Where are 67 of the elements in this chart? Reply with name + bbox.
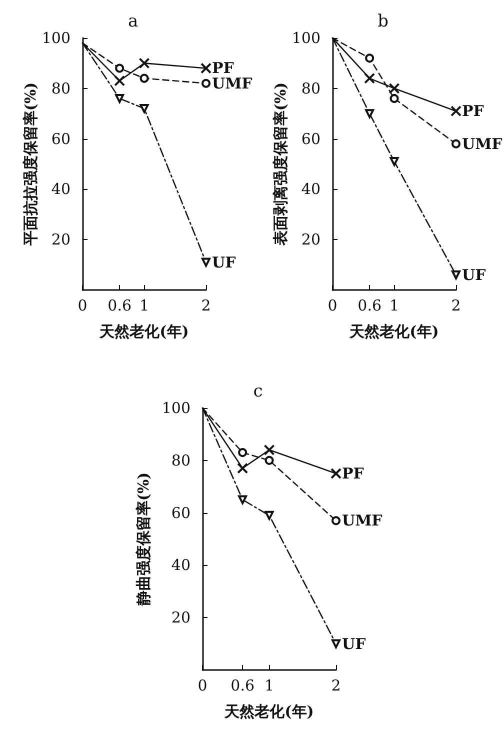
y-axis-title: 静曲强度保留率(%): [134, 472, 152, 607]
y-tick-label: 60: [171, 504, 191, 522]
point: [114, 75, 126, 86]
x-tick-label: 0: [198, 676, 208, 694]
x-tick-label: 0: [328, 296, 338, 314]
point: [452, 270, 460, 280]
x-tick-label: 0: [78, 296, 88, 314]
point: [332, 516, 340, 526]
y-axis-title: 平面抗拉强度保留率(%): [22, 82, 40, 247]
x-axis-title: 天然老化(年): [224, 702, 314, 720]
point: [390, 94, 399, 103]
x-tick-label: 2: [201, 296, 211, 314]
y-tick-label: 60: [51, 130, 71, 148]
x-tick-label: 1: [139, 296, 150, 314]
point: [200, 62, 212, 74]
y-tick-label: 40: [51, 180, 71, 198]
y-tick-label: 80: [171, 451, 191, 470]
x-tick-label: 2: [451, 296, 461, 314]
series-label: UMF: [462, 134, 503, 153]
series-label: PF: [462, 102, 484, 120]
y-tick-label: 40: [171, 556, 191, 574]
y-tick-label: 100: [292, 29, 321, 47]
x-tick-label: 1: [389, 296, 400, 314]
y-tick-label: 20: [51, 230, 71, 249]
y-tick-label: 100: [42, 29, 71, 47]
series-label: UF: [462, 266, 486, 284]
point: [264, 456, 274, 465]
point: [264, 444, 275, 456]
point: [202, 78, 210, 88]
point: [140, 74, 149, 83]
chart-title: a: [128, 12, 138, 32]
x-tick-label: 1: [264, 676, 274, 694]
series-label: UF: [342, 634, 366, 653]
point: [238, 448, 248, 458]
x-axis-title: 天然老化(年): [348, 322, 439, 340]
point: [450, 106, 462, 117]
y-tick-label: 20: [171, 608, 191, 627]
chart-title: c: [253, 382, 263, 402]
y-tick-label: 80: [301, 79, 321, 98]
point: [364, 72, 376, 84]
x-tick-label: 2: [331, 676, 341, 694]
y-axis-title: 表面剥离强度保留率(%): [272, 82, 290, 247]
point: [140, 104, 149, 114]
point: [332, 639, 340, 648]
point: [238, 495, 248, 504]
point: [115, 64, 124, 73]
point: [365, 54, 374, 63]
chart-title: b: [378, 12, 389, 32]
y-tick-label: 60: [301, 130, 321, 148]
point: [388, 82, 400, 94]
series-label: UF: [212, 253, 236, 272]
point: [138, 58, 150, 69]
y-tick-label: 100: [162, 399, 191, 417]
y-tick-label: 20: [301, 230, 321, 249]
x-tick-label: 0.6: [108, 296, 132, 314]
y-tick-label: 40: [301, 180, 321, 198]
x-axis-title: 天然老化(年): [98, 322, 189, 340]
series-label: UMF: [342, 512, 383, 530]
point: [365, 109, 374, 118]
x-tick-label: 0.6: [358, 296, 382, 314]
point: [330, 468, 342, 479]
series-label: PF: [342, 464, 364, 482]
point: [202, 258, 210, 267]
x-tick-label: 0.6: [230, 676, 254, 694]
y-tick-label: 80: [51, 79, 71, 98]
point: [237, 462, 248, 474]
point: [452, 139, 460, 148]
